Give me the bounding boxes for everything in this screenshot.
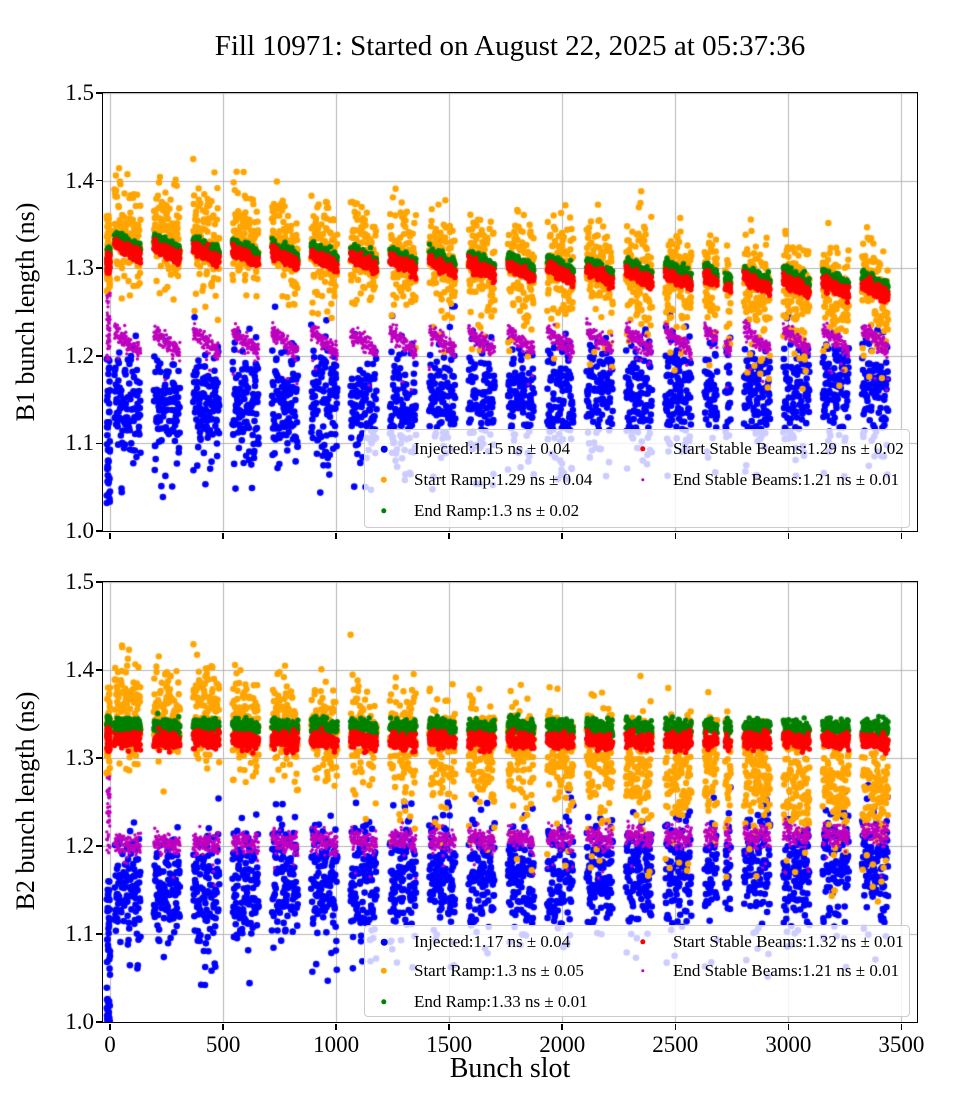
y-tick-mark [95, 581, 102, 583]
x-tick-mark [109, 532, 111, 539]
y-tick-mark [95, 530, 102, 532]
legend-label-start-stable: Start Stable Beams:1.29 ns ± 0.02 [673, 439, 904, 458]
legend-marker-injected [380, 445, 388, 453]
y-tick-label: 1.0 [65, 1009, 94, 1034]
x-tick-mark [222, 1023, 224, 1030]
y-tick-label: 1.5 [65, 80, 94, 105]
x-tick-mark [900, 532, 903, 539]
x-tick-label: 1500 [426, 1032, 473, 1057]
y-tick-label: 1.3 [65, 745, 94, 770]
b1-legend: Injected:1.15 ns ± 0.04 Start Ramp:1.29 … [364, 429, 910, 528]
y-tick-mark [95, 1021, 102, 1023]
legend-marker-end-ramp [381, 508, 387, 514]
x-tick-mark [448, 1023, 450, 1030]
y-tick-mark [95, 179, 102, 182]
legend-label-start-ramp: Start Ramp:1.3 ns ± 0.05 [414, 961, 584, 980]
y-tick-label: 1.4 [65, 167, 94, 193]
legend-marker-end-stable [641, 478, 645, 482]
y-tick-mark [95, 355, 102, 357]
y-tick-mark [95, 442, 102, 445]
figure-title: Fill 10971: Started on August 22, 2025 a… [214, 30, 806, 62]
legend-label-injected: Injected:1.15 ns ± 0.04 [414, 439, 571, 458]
x-tick-mark [335, 1023, 337, 1030]
x-tick-mark [448, 532, 450, 539]
x-tick-mark [222, 532, 224, 539]
legend-label-start-stable: Start Stable Beams:1.32 ns ± 0.01 [673, 932, 904, 951]
y-tick-mark [95, 933, 102, 935]
x-tick-label: 3500 [878, 1032, 925, 1057]
legend-marker-start-ramp [380, 967, 388, 975]
x-axis-label: Bunch slot [449, 1053, 571, 1084]
x-tick-label: 2500 [652, 1032, 699, 1057]
x-tick-mark [335, 532, 337, 539]
x-tick-label: 3000 [765, 1032, 812, 1057]
legend-label-end-ramp: End Ramp:1.3 ns ± 0.02 [414, 501, 580, 520]
x-tick-label: 1000 [313, 1032, 360, 1057]
x-tick-mark [787, 1023, 790, 1030]
x-tick-label: 500 [205, 1032, 241, 1057]
b1-y-axis-label: B1 bunch length (ns) [11, 202, 40, 422]
x-tick-mark [674, 1023, 677, 1030]
y-tick-label: 1.1 [65, 430, 94, 456]
b2-legend: Injected:1.17 ns ± 0.04 Start Ramp:1.3 n… [364, 925, 910, 1017]
y-tick-mark [95, 669, 102, 671]
x-tick-mark [561, 1023, 563, 1030]
legend-label-injected: Injected:1.17 ns ± 0.04 [414, 932, 571, 951]
legend-marker-start-stable [640, 939, 646, 945]
y-tick-mark [95, 757, 102, 759]
y-tick-mark [95, 267, 102, 269]
legend-marker-end-ramp [381, 999, 387, 1005]
legend-marker-injected [380, 938, 388, 946]
y-tick-label: 1.3 [65, 255, 94, 281]
b2-y-axis-label: B2 bunch length (ns) [11, 691, 40, 911]
y-tick-mark [95, 92, 102, 94]
x-tick-label: 0 [104, 1032, 116, 1057]
y-tick-label: 1.5 [65, 569, 94, 594]
x-tick-mark [900, 1023, 903, 1030]
y-tick-label: 1.4 [65, 657, 94, 682]
legend-label-start-ramp: Start Ramp:1.29 ns ± 0.04 [414, 470, 593, 489]
legend-marker-start-ramp [380, 476, 388, 484]
x-tick-mark [561, 532, 563, 539]
y-tick-label: 1.1 [65, 921, 94, 946]
legend-label-end-stable: End Stable Beams:1.21 ns ± 0.01 [673, 470, 900, 489]
y-tick-label: 1.2 [65, 342, 94, 368]
x-tick-mark [674, 532, 677, 539]
legend-marker-end-stable [641, 969, 645, 973]
x-tick-mark [787, 532, 790, 539]
legend-label-end-stable: End Stable Beams:1.21 ns ± 0.01 [673, 961, 900, 980]
legend-label-end-ramp: End Ramp:1.33 ns ± 0.01 [414, 992, 588, 1011]
y-tick-label: 1.2 [65, 833, 94, 858]
x-tick-mark [109, 1023, 111, 1030]
y-tick-mark [95, 845, 102, 847]
x-tick-label: 2000 [539, 1032, 586, 1057]
legend-marker-start-stable [640, 446, 646, 452]
y-tick-label: 1.0 [65, 518, 94, 543]
